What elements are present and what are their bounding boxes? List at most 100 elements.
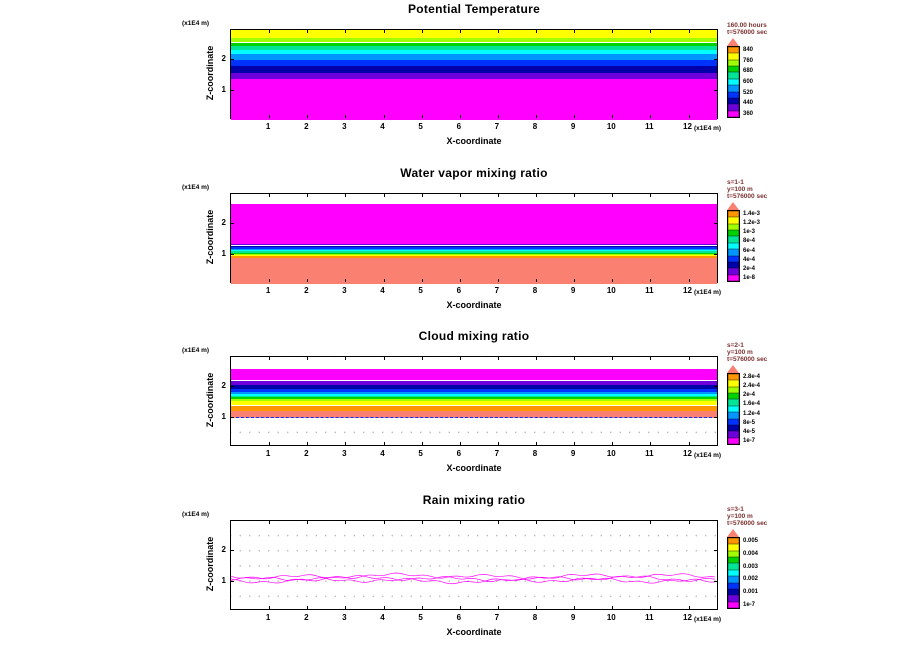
- legend-colorbar: [727, 46, 740, 118]
- x-axis-title: X-coordinate: [446, 300, 502, 310]
- x-tick-mark: [383, 521, 385, 524]
- legend-label: 0.001: [743, 589, 759, 596]
- legend-color-cell: [728, 601, 739, 608]
- legend-label: 2e-4: [743, 392, 756, 399]
- legend-color-cell: [728, 104, 739, 111]
- legend-color-cell: [728, 424, 739, 432]
- legend-color-cell: [728, 47, 739, 54]
- x-tick-mark: [345, 279, 347, 282]
- x-tick-mark: [269, 357, 271, 360]
- x-axis-title: X-coordinate: [446, 136, 502, 146]
- x-tick-mark: [497, 194, 499, 197]
- x-tick-mark: [688, 115, 690, 118]
- y-tick-mark: [231, 580, 234, 582]
- y-tick-mark: [714, 550, 717, 551]
- legend-color-cell: [728, 412, 739, 419]
- x-tick-mark: [536, 194, 537, 197]
- x-tick-mark: [536, 606, 537, 609]
- contour-fill-band: [231, 395, 717, 398]
- x-tick-mark: [688, 442, 690, 445]
- legend-label: 1e-7: [743, 602, 756, 608]
- x-axis-units: (x1E4 m): [694, 616, 722, 623]
- legend-label: 4e-5: [743, 428, 756, 435]
- y-tick-label: 1: [221, 575, 226, 585]
- contour-fill-band: [231, 49, 717, 55]
- x-axis-units: (x1E4 m): [694, 452, 722, 459]
- y-tick-mark: [714, 416, 717, 418]
- plot-area: [230, 520, 718, 610]
- x-tick-mark: [345, 357, 347, 360]
- x-tick-mark: [269, 521, 271, 524]
- x-tick-mark: [459, 115, 461, 118]
- y-axis-units: (x1E4 m): [182, 20, 210, 27]
- x-tick-mark: [650, 442, 652, 445]
- y-axis-units: (x1E4 m): [182, 184, 210, 191]
- x-tick-mark: [307, 279, 309, 282]
- contour-fill-band: [231, 405, 717, 411]
- contour-fill-band: [231, 73, 717, 80]
- x-tick-mark: [459, 606, 461, 609]
- color-legend: s=1-1 y=100 m t=576000 sec 1.4e-3 1.2e-3 1e-…: [0, 164, 904, 327]
- x-tick-mark: [688, 30, 690, 33]
- legend-label: 0.002: [743, 576, 759, 583]
- x-tick-mark: [574, 115, 576, 118]
- color-legend: s=3-1 y=100 m t=576000 sec 0.005 0.004 0.003…: [0, 491, 904, 654]
- legend-color-cell: [728, 557, 739, 564]
- contour-fill-band: [231, 257, 717, 284]
- x-tick-mark: [383, 115, 385, 118]
- contour-fill-band: [231, 380, 717, 385]
- legend-annotations: s=2-1 y=100 m t=576000 sec: [727, 342, 767, 363]
- legend-annotation: y=100 m: [727, 349, 753, 356]
- rain-contour-lines: [231, 572, 716, 585]
- legend-color-cell: [728, 399, 739, 406]
- y-tick-mark: [231, 386, 234, 387]
- x-tick-mark: [574, 357, 576, 360]
- x-tick-mark: [497, 357, 499, 360]
- legend-color-cell: [728, 230, 739, 237]
- legend-annotation: t=576000 sec: [727, 520, 768, 527]
- x-tick-mark: [650, 606, 652, 609]
- x-tick-mark: [345, 442, 347, 445]
- x-tick-mark: [459, 357, 461, 360]
- x-tick-mark: [612, 30, 614, 33]
- color-legend: 160.00 hours t=576000 sec 840 760 680 600 520…: [0, 0, 904, 163]
- panel-1: Potential Temperature (x1E4 m) Z-coordin…: [0, 0, 904, 163]
- y-tick-label: 2: [221, 381, 226, 390]
- contour-fill-band: [231, 255, 717, 257]
- contour-fill-layer: [231, 194, 717, 284]
- x-tick-mark: [421, 521, 423, 524]
- legend-color-cell: [728, 72, 739, 79]
- legend-label: 0.004: [743, 550, 759, 557]
- legend-label: 8e-4: [743, 238, 756, 245]
- panel-title: Rain mixing ratio: [422, 493, 526, 507]
- legend-color-cell: [728, 274, 739, 281]
- y-tick-label: 1: [221, 411, 226, 421]
- contour-fill-band: [231, 253, 717, 255]
- x-tick-mark: [345, 30, 347, 33]
- x-tick-mark: [497, 521, 499, 524]
- legend-annotation: s=3-1: [727, 506, 744, 513]
- x-tick-mark: [345, 194, 347, 197]
- legend-label: 2e-4: [743, 265, 756, 272]
- legend-color-cell: [728, 418, 739, 425]
- legend-label: 360: [743, 111, 754, 117]
- legend-label: 4e-4: [743, 256, 756, 263]
- contour-fill-band: [231, 368, 717, 381]
- x-tick-mark: [307, 115, 309, 118]
- legend-color-cell: [728, 85, 739, 92]
- legend-annotations: 160.00 hours t=576000 sec: [727, 22, 767, 36]
- legend-color-cell: [728, 78, 739, 86]
- legend-color-cell: [728, 374, 739, 381]
- legend-color-cell: [728, 91, 739, 98]
- contour-fill-layer: [231, 30, 717, 120]
- legend-color-cell: [728, 59, 739, 67]
- contour-fill-band: [231, 79, 717, 120]
- legend-arrow-icon: [727, 365, 739, 373]
- contour-fill-band: [231, 256, 717, 258]
- x-tick-mark: [421, 606, 423, 609]
- x-tick-mark: [612, 279, 614, 282]
- legend-annotation: s=1-1: [727, 179, 744, 186]
- contour-fill-band: [231, 42, 717, 47]
- x-tick-mark: [307, 521, 309, 524]
- contour-fill-band: [231, 30, 717, 39]
